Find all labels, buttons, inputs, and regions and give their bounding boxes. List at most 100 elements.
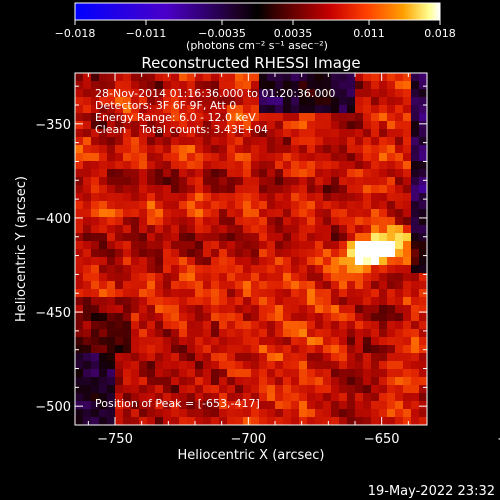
heatmap-cell bbox=[107, 361, 116, 370]
heatmap-cell bbox=[291, 177, 300, 186]
heatmap-cell bbox=[355, 417, 364, 425]
heatmap-cell bbox=[251, 137, 260, 146]
heatmap-cell bbox=[179, 145, 188, 154]
heatmap-cell bbox=[379, 265, 388, 274]
heatmap-cell bbox=[123, 201, 132, 210]
heatmap-cell bbox=[315, 113, 324, 122]
heatmap-cell bbox=[347, 297, 356, 306]
heatmap-cell bbox=[187, 313, 196, 322]
heatmap-cell bbox=[259, 153, 268, 162]
heatmap-cell bbox=[339, 345, 348, 354]
heatmap-cell bbox=[235, 321, 244, 330]
heatmap-cell bbox=[163, 401, 172, 410]
heatmap-cell bbox=[187, 257, 196, 266]
heatmap-cell bbox=[315, 185, 324, 194]
heatmap-cell bbox=[251, 377, 260, 386]
heatmap-cell bbox=[275, 97, 284, 106]
heatmap-cell bbox=[331, 321, 340, 330]
heatmap-cell bbox=[91, 225, 100, 234]
heatmap-cell bbox=[251, 265, 260, 274]
heatmap-cell bbox=[163, 409, 172, 418]
heatmap-cell bbox=[243, 329, 252, 338]
heatmap-cell bbox=[179, 369, 188, 378]
heatmap-cell bbox=[235, 105, 244, 114]
heatmap-cell bbox=[203, 209, 212, 218]
heatmap-cell bbox=[323, 233, 332, 242]
heatmap-cell bbox=[347, 305, 356, 314]
heatmap-cell bbox=[323, 241, 332, 250]
heatmap-cell bbox=[75, 185, 84, 194]
heatmap-cell bbox=[363, 225, 372, 234]
heatmap-cell bbox=[307, 273, 316, 282]
heatmap-cell bbox=[243, 169, 252, 178]
heatmap-cell bbox=[147, 249, 156, 258]
heatmap-cell bbox=[179, 353, 188, 362]
heatmap-cell bbox=[195, 385, 204, 394]
heatmap-cell bbox=[123, 153, 132, 162]
heatmap-cell bbox=[123, 73, 132, 82]
heatmap-cell bbox=[307, 81, 316, 90]
heatmap-cell bbox=[339, 177, 348, 186]
heatmap-cell bbox=[211, 209, 220, 218]
heatmap-cell bbox=[323, 417, 332, 425]
heatmap-cell bbox=[251, 97, 260, 106]
heatmap-cell bbox=[347, 273, 356, 282]
heatmap-cell bbox=[355, 185, 364, 194]
heatmap-cell bbox=[275, 369, 284, 378]
heatmap-cell bbox=[179, 177, 188, 186]
heatmap-cell bbox=[243, 281, 252, 290]
heatmap-cell bbox=[275, 377, 284, 386]
heatmap-cell bbox=[187, 233, 196, 242]
heatmap-cell bbox=[163, 73, 172, 82]
heatmap-cell bbox=[315, 145, 324, 154]
heatmap-cell bbox=[227, 105, 236, 114]
heatmap-cell bbox=[155, 193, 164, 202]
heatmap-cell bbox=[267, 297, 276, 306]
heatmap-cell bbox=[91, 233, 100, 242]
heatmap-cell bbox=[131, 161, 140, 170]
heatmap-cell bbox=[83, 281, 92, 290]
heatmap-cell bbox=[195, 249, 204, 258]
heatmap-cell bbox=[379, 273, 388, 282]
heatmap-cell bbox=[107, 265, 116, 274]
heatmap-cell bbox=[171, 353, 180, 362]
heatmap-cell bbox=[275, 361, 284, 370]
heatmap-cell bbox=[163, 161, 172, 170]
heatmap-cell bbox=[267, 329, 276, 338]
heatmap-cell bbox=[195, 337, 204, 346]
heatmap-cell bbox=[419, 417, 427, 425]
heatmap-cell bbox=[243, 297, 252, 306]
heatmap-cell bbox=[203, 177, 212, 186]
heatmap-cell bbox=[323, 81, 332, 90]
heatmap-cell bbox=[75, 353, 84, 362]
heatmap-cell bbox=[259, 289, 268, 298]
heatmap-cell bbox=[283, 185, 292, 194]
heatmap-cell bbox=[99, 145, 108, 154]
heatmap-cell bbox=[235, 249, 244, 258]
heatmap-cell bbox=[99, 153, 108, 162]
heatmap-cell bbox=[283, 393, 292, 402]
heatmap-cell bbox=[131, 185, 140, 194]
heatmap-cell bbox=[347, 257, 356, 266]
heatmap-cell bbox=[267, 393, 276, 402]
heatmap-cell bbox=[195, 401, 204, 410]
heatmap-cell bbox=[107, 393, 116, 402]
heatmap-cell bbox=[195, 393, 204, 402]
heatmap-cell bbox=[235, 393, 244, 402]
heatmap-cell bbox=[99, 201, 108, 210]
heatmap-cell bbox=[411, 353, 420, 362]
heatmap-cell bbox=[299, 185, 308, 194]
heatmap-cell bbox=[91, 137, 100, 146]
heatmap-cell bbox=[107, 273, 116, 282]
heatmap-cell bbox=[307, 185, 316, 194]
heatmap-cell bbox=[379, 121, 388, 130]
heatmap-cell bbox=[387, 361, 396, 370]
heatmap-cell bbox=[83, 97, 92, 106]
heatmap-cell bbox=[99, 185, 108, 194]
heatmap-cell bbox=[403, 369, 412, 378]
heatmap-cell bbox=[243, 97, 252, 106]
heatmap-cell bbox=[355, 73, 364, 82]
heatmap-cell bbox=[219, 401, 228, 410]
heatmap-cell bbox=[243, 201, 252, 210]
heatmap-cell bbox=[411, 385, 420, 394]
